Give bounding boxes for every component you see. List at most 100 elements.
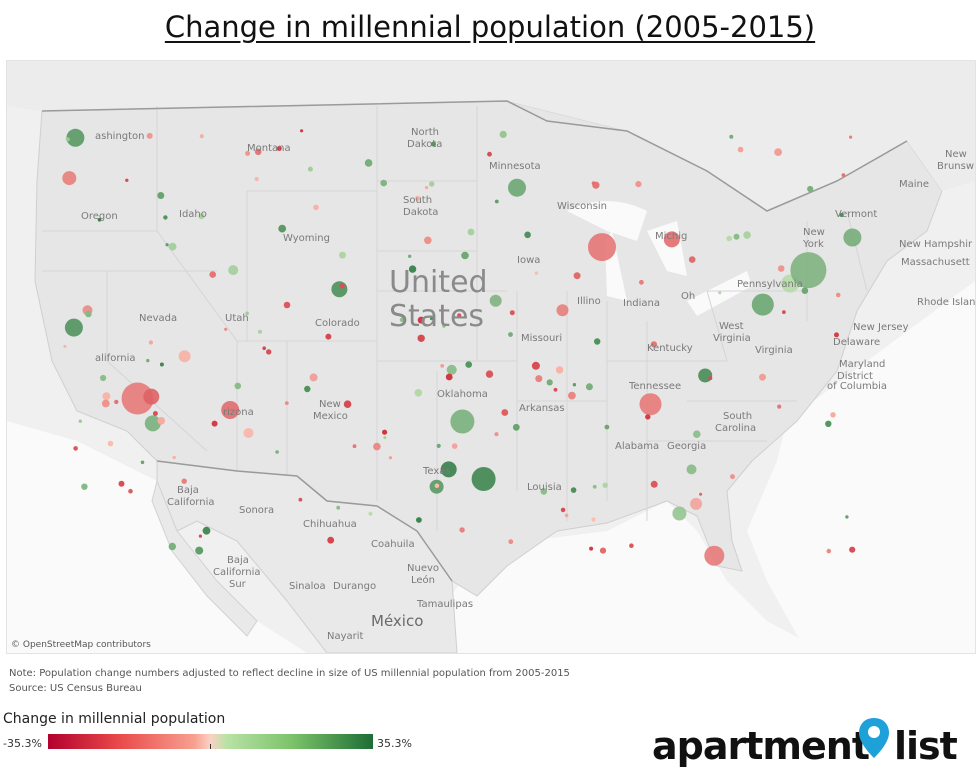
- metro-dot[interactable]: [845, 515, 849, 519]
- metro-dot[interactable]: [730, 474, 735, 480]
- metro-dot[interactable]: [416, 517, 422, 523]
- metro-dot[interactable]: [383, 436, 387, 440]
- metro-dot[interactable]: [152, 411, 158, 416]
- metro-dot[interactable]: [118, 480, 125, 487]
- metro-dot[interactable]: [830, 412, 836, 418]
- metro-dot[interactable]: [245, 311, 249, 316]
- metro-dot[interactable]: [726, 235, 732, 242]
- metro-dot[interactable]: [629, 543, 634, 548]
- metro-dot[interactable]: [467, 228, 475, 236]
- metro-dot[interactable]: [782, 310, 786, 314]
- metro-dot[interactable]: [591, 181, 596, 186]
- metro-dot[interactable]: [352, 444, 357, 449]
- metro-dot[interactable]: [708, 376, 713, 381]
- metro-dot[interactable]: [570, 487, 577, 493]
- metro-dot[interactable]: [195, 546, 204, 555]
- metro-bubble[interactable]: [639, 393, 662, 416]
- metro-dot[interactable]: [534, 271, 539, 275]
- metro-dot[interactable]: [645, 414, 651, 420]
- metro-bubble[interactable]: [228, 265, 239, 276]
- metro-dot[interactable]: [494, 199, 499, 204]
- metro-dot[interactable]: [262, 346, 266, 351]
- metro-dot[interactable]: [417, 334, 425, 342]
- metro-dot[interactable]: [107, 440, 114, 447]
- metro-bubble[interactable]: [221, 401, 240, 419]
- metro-dot[interactable]: [849, 135, 853, 139]
- metro-dot[interactable]: [163, 215, 168, 220]
- metro-dot[interactable]: [693, 430, 701, 439]
- metro-dot[interactable]: [540, 488, 548, 495]
- metro-bubble[interactable]: [446, 364, 457, 375]
- map-attribution[interactable]: © OpenStreetMap contributors: [11, 640, 151, 650]
- metro-dot[interactable]: [445, 373, 453, 381]
- metro-dot[interactable]: [499, 130, 507, 138]
- metro-dot[interactable]: [440, 364, 445, 368]
- metro-dot[interactable]: [841, 173, 846, 177]
- metro-dot[interactable]: [73, 446, 78, 451]
- metro-dot[interactable]: [382, 429, 388, 435]
- metro-dot[interactable]: [429, 316, 434, 321]
- metro-dot[interactable]: [140, 460, 145, 465]
- metro-dot[interactable]: [635, 181, 642, 188]
- metro-bubble[interactable]: [751, 293, 774, 316]
- metro-dot[interactable]: [336, 505, 341, 510]
- metro-dot[interactable]: [585, 383, 593, 391]
- metro-dot[interactable]: [102, 392, 111, 401]
- metro-dot[interactable]: [211, 420, 218, 427]
- metro-dot[interactable]: [181, 478, 187, 484]
- metro-dot[interactable]: [368, 511, 373, 516]
- metro-dot[interactable]: [148, 340, 153, 345]
- metro-bubble[interactable]: [243, 428, 254, 438]
- metro-dot[interactable]: [258, 329, 262, 334]
- metro-dot[interactable]: [759, 373, 766, 381]
- metro-dot[interactable]: [81, 483, 88, 490]
- metro-dot[interactable]: [604, 424, 610, 430]
- metro-dot[interactable]: [442, 324, 446, 328]
- metro-dot[interactable]: [849, 546, 856, 553]
- metro-dot[interactable]: [457, 313, 462, 318]
- metro-bubble[interactable]: [471, 467, 496, 491]
- metro-dot[interactable]: [729, 134, 734, 139]
- metro-dot[interactable]: [172, 455, 176, 460]
- metro-dot[interactable]: [835, 292, 841, 298]
- metro-dot[interactable]: [85, 310, 92, 318]
- metro-dot[interactable]: [168, 242, 177, 251]
- metro-dot[interactable]: [591, 517, 596, 522]
- metro-dot[interactable]: [198, 213, 205, 220]
- metro-bubble[interactable]: [178, 350, 191, 363]
- metro-dot[interactable]: [485, 370, 494, 378]
- metro-dot[interactable]: [459, 527, 465, 533]
- metro-dot[interactable]: [408, 254, 412, 258]
- metro-bubble[interactable]: [121, 382, 154, 415]
- metro-dot[interactable]: [535, 375, 543, 383]
- metro-bubble[interactable]: [331, 281, 348, 298]
- metro-dot[interactable]: [254, 148, 262, 156]
- metro-dot[interactable]: [834, 332, 839, 338]
- metro-dot[interactable]: [434, 483, 440, 489]
- metro-dot[interactable]: [688, 256, 696, 263]
- metro-dot[interactable]: [199, 134, 204, 139]
- metro-dot[interactable]: [146, 358, 150, 363]
- metro-dot[interactable]: [650, 341, 658, 348]
- metro-dot[interactable]: [266, 349, 272, 355]
- metro-dot[interactable]: [284, 401, 289, 405]
- metro-bubble[interactable]: [508, 178, 526, 197]
- metro-dot[interactable]: [254, 176, 259, 182]
- metro-dot[interactable]: [568, 391, 576, 400]
- metro-dot[interactable]: [801, 287, 809, 294]
- metro-dot[interactable]: [364, 159, 373, 167]
- metro-bubble[interactable]: [556, 304, 569, 317]
- metro-dot[interactable]: [278, 224, 287, 233]
- metro-dot[interactable]: [431, 141, 436, 147]
- metro-dot[interactable]: [429, 181, 435, 187]
- metro-dot[interactable]: [209, 271, 216, 278]
- metro-dot[interactable]: [774, 148, 782, 156]
- metro-dot[interactable]: [524, 231, 531, 239]
- metro-bubble[interactable]: [440, 461, 457, 478]
- metro-dot[interactable]: [699, 492, 703, 496]
- metro-dot[interactable]: [202, 526, 211, 535]
- metro-bubble[interactable]: [690, 497, 703, 510]
- metro-dot[interactable]: [599, 547, 607, 554]
- metro-dot[interactable]: [555, 366, 564, 374]
- metro-bubble[interactable]: [843, 228, 862, 247]
